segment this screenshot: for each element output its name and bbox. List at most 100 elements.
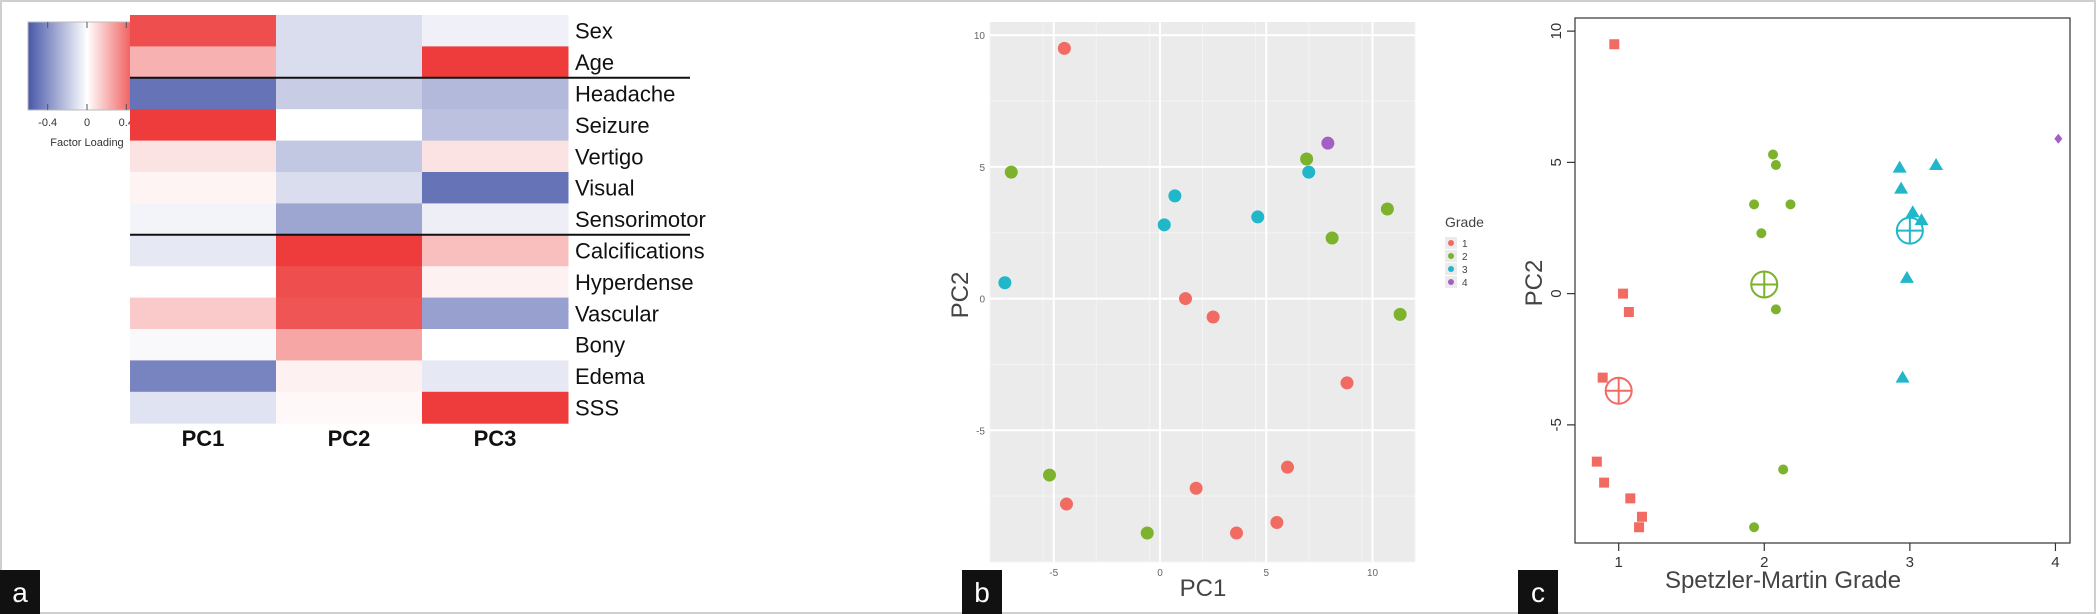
point-grade-2: [1770, 160, 1781, 170]
row-label-calcifications: Calcifications: [575, 239, 705, 264]
x-tick-label: 1: [1615, 554, 1623, 571]
heatmap-cell-edema-pc1: [130, 360, 277, 393]
y-tick-label: 0: [979, 295, 985, 306]
point-grade-3: [1905, 205, 1920, 218]
point-grade-1: [1599, 477, 1610, 488]
heatmap-cell-calcifications-pc1: [130, 234, 277, 267]
panel-letter-b: b: [962, 570, 1002, 614]
heatmap-cell-sex-pc3: [422, 15, 569, 47]
row-label-seizure: Seizure: [575, 113, 650, 138]
heatmap-cell-seizure-pc1: [130, 109, 277, 142]
y-tick-label: 0: [1548, 289, 1565, 297]
point-grade-3: [1302, 165, 1316, 179]
point-grade-1: [1609, 39, 1620, 50]
legend-marker-grade-4: [1448, 279, 1454, 285]
point-grade-2: [1393, 307, 1407, 321]
heatmap-cell-sensorimotor-pc1: [130, 203, 277, 236]
x-tick-label: 3: [1906, 554, 1914, 571]
point-grade-2: [1749, 522, 1760, 533]
heatmap-cell-calcifications-pc2: [276, 234, 423, 267]
point-grade-1: [1636, 511, 1647, 522]
y-axis-label: PC2: [1521, 260, 1548, 307]
heatmap-cell-sex-pc1: [130, 15, 277, 47]
point-grade-3: [1168, 189, 1182, 203]
x-tick-label: 5: [1263, 568, 1269, 579]
heatmap-cell-sensorimotor-pc3: [422, 203, 569, 236]
point-grade-2: [1325, 231, 1339, 245]
row-label-headache: Headache: [575, 82, 675, 107]
legend-color-bar: [27, 21, 147, 111]
point-grade-2: [1749, 199, 1760, 210]
point-grade-1: [1623, 307, 1634, 317]
x-axis-label: PC1: [1180, 575, 1227, 602]
heatmap-cell-visual-pc3: [422, 172, 569, 204]
y-axis-label: PC2: [947, 272, 974, 319]
plot-frame: [1574, 17, 2071, 544]
point-grade-3: [1892, 160, 1907, 173]
point-grade-3: [1895, 370, 1910, 383]
panel-b-scatter: -5 0 5 10 -5 0 5 10 PC1 PC2 Grade 1 2 3 4: [947, 22, 1484, 602]
row-label-hyperdense: Hyperdense: [575, 270, 694, 295]
point-grade-2: [1756, 228, 1767, 239]
heatmap-cell-age-pc2: [276, 46, 423, 79]
x-tick-label: 10: [1367, 568, 1379, 579]
heatmap-cell-vascular-pc2: [276, 297, 423, 330]
panel-letter-text: a: [12, 577, 28, 608]
y-tick-label: 10: [974, 31, 986, 42]
point-grade-1: [1597, 372, 1608, 383]
y-tick-label: 10: [1548, 23, 1565, 40]
legend-title: Grade: [1445, 214, 1484, 230]
row-label-edema: Edema: [575, 364, 645, 389]
legend-label: 1: [1462, 239, 1468, 250]
column-label-pc3: PC3: [474, 426, 517, 451]
point-grade-1: [1206, 310, 1220, 324]
heatmap-cell-calcifications-pc3: [422, 234, 569, 267]
heatmap-cell-headache-pc3: [422, 77, 569, 110]
heatmap-cell-sss-pc3: [422, 391, 569, 424]
heatmap-cell-sex-pc2: [276, 15, 423, 47]
heatmap-cell-seizure-pc2: [276, 109, 423, 142]
point-grade-1: [1230, 526, 1243, 540]
point-grade-3: [998, 276, 1012, 290]
panel-letter-c: c: [1518, 570, 1558, 614]
panel-letter-text: c: [1531, 577, 1545, 608]
point-grade-2: [1768, 149, 1778, 160]
legend-marker-grade-2: [1448, 253, 1454, 259]
heatmap-cell-visual-pc1: [130, 172, 277, 204]
point-grade-1: [1340, 376, 1354, 390]
heatmap-cell-vascular-pc1: [130, 297, 277, 330]
point-grade-1: [1060, 497, 1073, 511]
row-label-vertigo: Vertigo: [575, 144, 644, 169]
point-grade-1: [1634, 522, 1645, 533]
y-tick-label: 5: [1548, 158, 1565, 166]
mean-marker-grade-1: [1604, 376, 1633, 405]
point-grade-4: [2054, 133, 2063, 144]
legend-label: 3: [1462, 265, 1468, 276]
heatmap-cell-bony-pc3: [422, 329, 569, 361]
grade-legend: Grade 1 2 3 4: [1445, 214, 1484, 289]
heatmap-cell-hyperdense-pc3: [422, 266, 569, 299]
legend-marker-grade-1: [1448, 240, 1454, 246]
heatmap-cell-headache-pc2: [276, 77, 423, 110]
x-tick-label: -5: [1049, 568, 1058, 579]
x-axis-label: Spetzler-Martin Grade: [1665, 567, 1901, 594]
point-grade-1: [1179, 292, 1192, 306]
heatmap-cell-bony-pc1: [130, 329, 277, 361]
y-tick-label: -5: [1548, 418, 1565, 431]
row-label-bony: Bony: [575, 333, 625, 358]
mean-marker-grade-3: [1895, 216, 1924, 245]
point-grade-1: [1270, 515, 1284, 529]
legend-label: 2: [1462, 252, 1468, 263]
panel-c-scatter: 1 2 3 4 -5 0 5 10 Spetzler-Martin Grade PC2: [1521, 17, 2071, 594]
heatmap-cell-sensorimotor-pc2: [276, 203, 423, 236]
panel-a-heatmap: -0.4 0 0.4 Factor Loading SexAgeHeadacheSe…: [27, 15, 706, 451]
column-label-pc1: PC1: [182, 426, 225, 451]
column-label-pc2: PC2: [328, 426, 371, 451]
point-grade-3: [1899, 270, 1914, 283]
point-grade-3: [1157, 218, 1171, 232]
heatmap-cell-edema-pc3: [422, 360, 569, 393]
heatmap-cell-hyperdense-pc1: [130, 266, 277, 299]
row-label-sex: Sex: [575, 19, 613, 44]
point-grade-1: [1281, 460, 1294, 474]
